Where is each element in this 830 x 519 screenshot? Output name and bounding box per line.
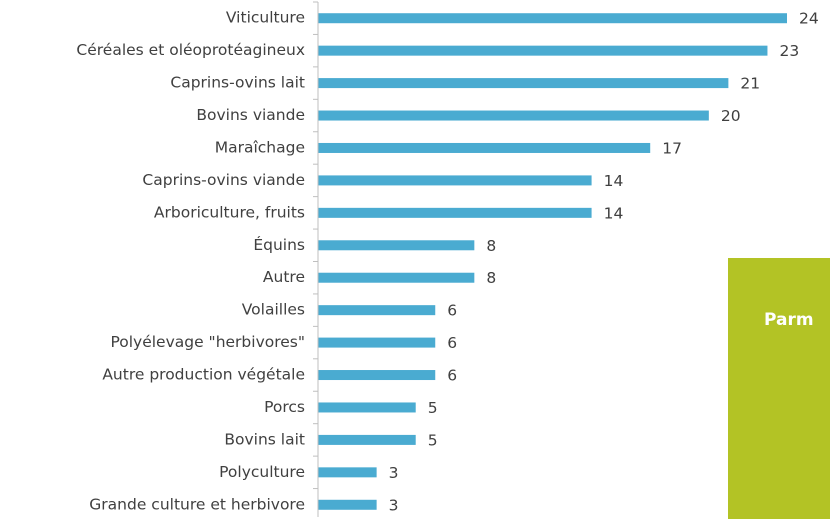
- category-label: Caprins-ovins viande: [142, 171, 305, 189]
- category-label: Polyculture: [219, 463, 305, 481]
- category-label: Caprins-ovins lait: [170, 74, 305, 92]
- panel-text: Parm: [764, 310, 814, 330]
- data-label: 17: [662, 139, 682, 157]
- data-label: 14: [604, 204, 624, 222]
- bar: [318, 175, 592, 186]
- category-label: Arboriculture, fruits: [154, 203, 305, 221]
- category-label: Polyélevage "herbivores": [110, 333, 305, 351]
- data-label: 21: [740, 75, 760, 93]
- category-label: Céréales et oléoprotéagineux: [76, 41, 305, 59]
- data-label: 14: [604, 172, 624, 190]
- bar: [318, 45, 768, 56]
- data-label: 6: [447, 367, 457, 385]
- bar: [318, 467, 377, 478]
- data-label: 6: [447, 334, 457, 352]
- category-label: Bovins viande: [196, 106, 305, 124]
- category-label: Viticulture: [226, 9, 305, 27]
- bar: [318, 272, 475, 283]
- bar: [318, 370, 436, 381]
- category-label: Porcs: [264, 398, 305, 416]
- bar: [318, 207, 592, 218]
- bar: [318, 13, 787, 24]
- data-label: 5: [428, 399, 438, 417]
- bar: [318, 110, 709, 121]
- bar: [318, 240, 475, 251]
- data-label: 5: [428, 431, 438, 449]
- bar: [318, 499, 377, 510]
- category-label: Autre: [263, 268, 305, 286]
- data-label: 3: [389, 464, 399, 482]
- side-panel: [728, 258, 830, 519]
- bar: [318, 434, 416, 445]
- category-label: Maraîchage: [215, 138, 305, 156]
- bar: [318, 305, 436, 316]
- bar: [318, 337, 436, 348]
- data-label: 8: [486, 237, 496, 255]
- category-label: Autre production végétale: [102, 366, 305, 384]
- category-label: Équins: [253, 235, 305, 254]
- data-label: 23: [779, 42, 799, 60]
- data-label: 20: [721, 107, 741, 125]
- bar: [318, 78, 729, 89]
- data-label: 6: [447, 302, 457, 320]
- bar: [318, 402, 416, 413]
- bar: [318, 142, 651, 153]
- category-label: Grande culture et herbivore: [89, 495, 305, 513]
- data-label: 3: [389, 496, 399, 514]
- data-label: 8: [486, 269, 496, 287]
- category-label: Bovins lait: [224, 430, 305, 448]
- category-label: Volailles: [242, 301, 305, 319]
- data-label: 24: [799, 10, 819, 28]
